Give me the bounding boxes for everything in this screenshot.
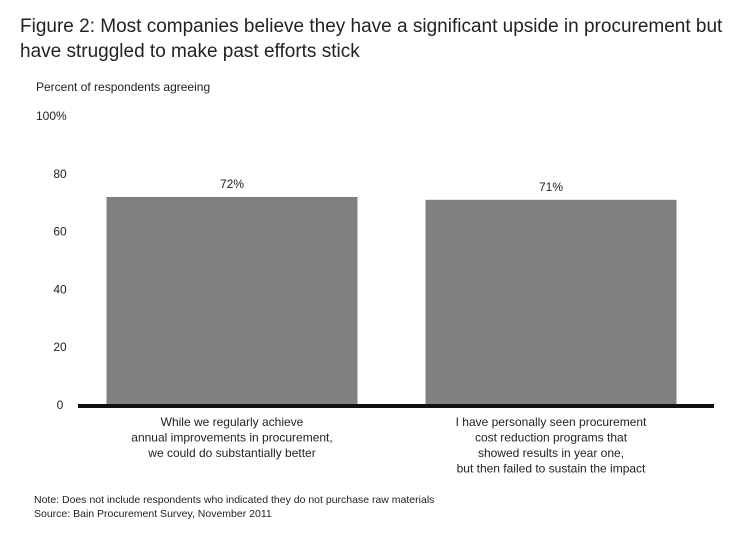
x-category-label: annual improvements in procurement, (131, 431, 332, 445)
y-tick-label: 0 (57, 398, 64, 412)
bar (425, 199, 677, 405)
y-tick-label: 80 (53, 167, 67, 181)
y-tick-label: 60 (53, 225, 67, 239)
x-category-label: cost reduction programs that (475, 431, 628, 445)
footnote: Note: Does not include respondents who i… (34, 494, 435, 506)
x-category-label: While we regularly achieve (161, 415, 304, 429)
x-category-label: showed results in year one, (478, 446, 624, 460)
y-axis-label: Percent of respondents agreeing (36, 80, 211, 94)
bar (106, 196, 358, 405)
data-label: 72% (220, 177, 244, 191)
chart-title: Figure 2: Most companies believe they ha… (20, 16, 723, 62)
x-category-label: we could do substantially better (147, 446, 315, 460)
chart-notes: Note: Does not include respondents who i… (34, 493, 434, 521)
source-note: Source: Bain Procurement Survey, Novembe… (34, 508, 272, 520)
y-tick-label: 20 (53, 340, 67, 354)
data-label: 71% (539, 180, 563, 194)
x-category-label: I have personally seen procurement (456, 415, 647, 429)
y-tick-label: 40 (53, 282, 67, 296)
y-tick-label: 100% (36, 109, 67, 123)
x-category-label: but then failed to sustain the impact (457, 462, 646, 476)
